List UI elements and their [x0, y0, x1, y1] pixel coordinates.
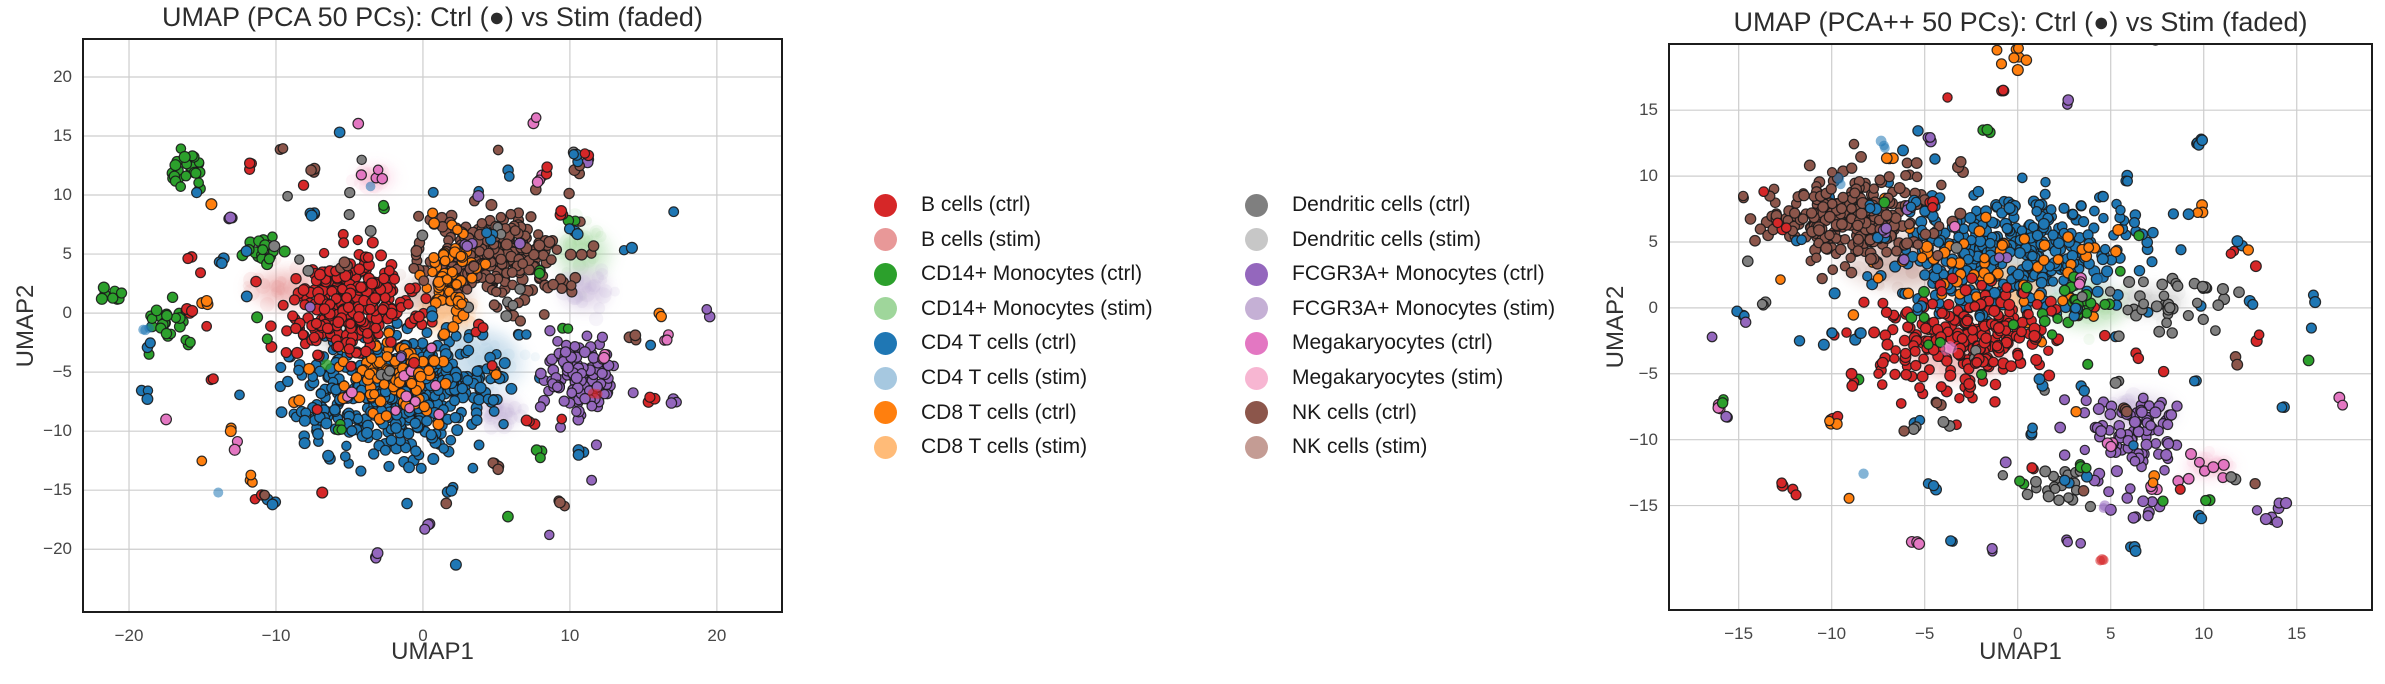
legend-label: Dendritic cells (stim) [1292, 227, 1482, 251]
legend-label: CD4 T cells (stim) [921, 366, 1088, 389]
legend-label: Megakaryocytes (ctrl) [1292, 331, 1493, 355]
legend-label: B cells (ctrl) [921, 193, 1031, 216]
legend-swatch-icon [1245, 297, 1268, 321]
legend-swatch-icon [874, 401, 897, 425]
left-yaxis-label: UMAP2 [12, 284, 39, 368]
y-tick-label: −15 [1629, 495, 1658, 515]
y-tick-label: −15 [43, 480, 72, 500]
legend-entry: Dendritic cells (ctrl) [1245, 193, 1471, 217]
legend-entry: Megakaryocytes (ctrl) [1245, 331, 1493, 355]
legend-swatch-icon [874, 435, 897, 459]
left-xaxis-label: UMAP1 [391, 638, 474, 665]
x-tick-label: 15 [2287, 624, 2307, 643]
y-tick-label: −20 [43, 539, 72, 559]
y-tick-label: 20 [53, 66, 72, 86]
scatter-plot [84, 40, 781, 611]
legend-entry: CD8 T cells (ctrl) [874, 401, 1077, 425]
y-tick-label: 15 [53, 125, 72, 145]
y-tick-label: 0 [1648, 297, 1658, 317]
legend-label: Dendritic cells (ctrl) [1292, 193, 1471, 216]
legend-entry: CD14+ Monocytes (ctrl) [874, 262, 1142, 286]
legend-swatch-icon [874, 297, 897, 321]
legend-entry: NK cells (stim) [1245, 435, 1427, 459]
x-tick-label: 0 [2012, 624, 2023, 643]
legend-swatch-icon [1245, 401, 1268, 425]
legend-swatch-icon [874, 228, 897, 252]
legend-entry: FCGR3A+ Monocytes (stim) [1245, 297, 1555, 321]
legend-swatch-icon [1245, 366, 1268, 390]
legend-label: FCGR3A+ Monocytes (stim) [1292, 296, 1556, 320]
x-tick-label: −15 [1724, 624, 1754, 643]
legend-entry: B cells (stim) [874, 228, 1041, 252]
right-yaxis-label: UMAP2 [1602, 285, 1629, 369]
legend-swatch-icon [1245, 262, 1268, 286]
right-xaxis-label: UMAP1 [1979, 638, 2062, 665]
y-tick-label: 15 [1639, 100, 1658, 120]
legend-label: Megakaryocytes (stim) [1292, 366, 1504, 389]
y-tick-label: 0 [62, 303, 72, 323]
y-tick-label: 10 [53, 185, 72, 205]
legend-entry: CD4 T cells (stim) [874, 366, 1087, 390]
legend-swatch-icon [874, 262, 897, 286]
legend-swatch-icon [1245, 228, 1268, 252]
legend-label: CD8 T cells (stim) [921, 435, 1088, 459]
legend-swatch-icon [874, 366, 897, 390]
right-plot-area [1668, 43, 2373, 611]
legend-label: NK cells (ctrl) [1292, 400, 1417, 424]
legend-label: FCGR3A+ Monocytes (ctrl) [1292, 262, 1545, 286]
y-tick-label: 10 [1639, 166, 1658, 186]
legend-label: NK cells (stim) [1292, 435, 1428, 459]
x-tick-label: −10 [1817, 624, 1847, 643]
legend-label: CD14+ Monocytes (ctrl) [921, 262, 1143, 286]
legend-label: CD4 T cells (ctrl) [921, 331, 1077, 355]
legend-swatch-icon [1245, 193, 1268, 217]
x-tick-label: 10 [2194, 624, 2214, 643]
legend-entry: Dendritic cells (stim) [1245, 228, 1481, 252]
y-tick-label: 5 [1648, 231, 1658, 251]
x-tick-label: 0 [418, 626, 428, 645]
legend-entry: Megakaryocytes (stim) [1245, 366, 1503, 390]
right-plot-title: UMAP (PCA++ 50 PCs): Ctrl (●) vs Stim (f… [1733, 7, 2308, 37]
x-tick-label: −20 [114, 626, 144, 645]
y-tick-label: 5 [62, 244, 72, 264]
x-tick-label: 20 [707, 626, 727, 645]
legend-swatch-icon [874, 331, 897, 355]
legend-swatch-icon [1245, 435, 1268, 459]
x-tick-label: 5 [2105, 624, 2116, 643]
y-tick-label: −5 [52, 362, 72, 382]
legend-swatch-icon [874, 193, 897, 217]
legend-swatch-icon [1245, 331, 1268, 355]
legend-entry: CD4 T cells (ctrl) [874, 331, 1077, 355]
legend-label: CD14+ Monocytes (stim) [921, 296, 1153, 320]
left-plot-area [82, 38, 783, 613]
x-tick-label: −10 [261, 626, 291, 645]
legend-entry: CD14+ Monocytes (stim) [874, 297, 1153, 321]
left-plot-title: UMAP (PCA 50 PCs): Ctrl (●) vs Stim (fad… [162, 2, 703, 32]
legend-label: CD8 T cells (ctrl) [921, 400, 1077, 424]
legend-label: B cells (stim) [921, 227, 1042, 251]
y-tick-label: −10 [1629, 429, 1658, 449]
legend-entry: FCGR3A+ Monocytes (ctrl) [1245, 262, 1545, 286]
y-tick-label: −5 [1638, 363, 1658, 383]
legend-entry: NK cells (ctrl) [1245, 401, 1417, 425]
x-tick-label: −5 [1914, 624, 1935, 643]
x-tick-label: 10 [560, 626, 580, 645]
legend-entry: CD8 T cells (stim) [874, 435, 1087, 459]
y-tick-label: −10 [43, 421, 72, 441]
scatter-plot [1670, 45, 2371, 609]
legend-entry: B cells (ctrl) [874, 193, 1031, 217]
